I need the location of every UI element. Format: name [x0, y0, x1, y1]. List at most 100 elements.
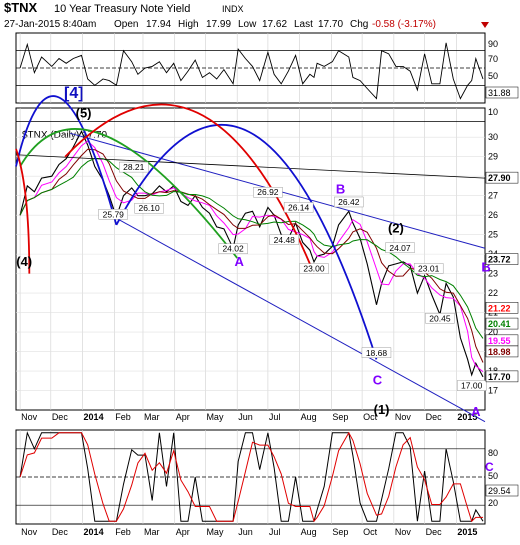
x-tick-label-price-3: Feb [115, 412, 131, 422]
price-label-6: 24.48 [274, 235, 296, 245]
high-value: 17.99 [206, 19, 231, 30]
y-tick-label-10: 20 [488, 327, 498, 337]
cci-tick-20: 20 [488, 498, 498, 508]
right-badge-2: 21.22 [488, 303, 511, 313]
x-tick-label-cci-7: Jun [238, 527, 253, 537]
y-tick-label-7: 23 [488, 269, 498, 279]
chg-label: Chg [350, 19, 368, 30]
y-tick-label-0: 30 [488, 132, 498, 142]
rsi-wave-label: [4] [64, 85, 84, 102]
right-badge-box-5 [485, 345, 519, 358]
price-label-1: 25.79 [103, 209, 125, 219]
price-label-3: 26.92 [257, 187, 279, 197]
low-label: Low [238, 19, 257, 30]
x-tick-label-price-10: Sep [332, 412, 348, 422]
price-label-box-11 [425, 313, 455, 324]
cci-line-d [19, 431, 483, 523]
x-tick-label-price-5: Apr [176, 412, 190, 422]
y-tick-label-8: 22 [488, 288, 498, 298]
wave-label-4: A [235, 254, 245, 269]
x-tick-label-cci-2: 2014 [84, 527, 104, 537]
price-label-7: 24.02 [222, 244, 244, 254]
price-label-box-4 [283, 202, 314, 213]
price-label-box-8 [299, 263, 329, 274]
x-tick-label-price-7: Jun [238, 412, 253, 422]
y-tick-label-5: 25 [488, 230, 498, 240]
x-tick-label-cci-10: Sep [332, 527, 348, 537]
x-tick-label-price-13: Dec [426, 412, 443, 422]
price-label-box-1 [98, 209, 128, 220]
x-tick-label-cci-0: Nov [21, 527, 38, 537]
right-badge-box-0 [485, 171, 519, 184]
x-tick-label-price-6: May [206, 412, 224, 422]
wave-label-0: (5) [76, 106, 92, 121]
rsi-tick-50: 50 [488, 71, 498, 81]
datetime-label: 27-Jan-2015 8:40am [4, 19, 96, 30]
right-badge-6: 17.70 [488, 372, 511, 382]
x-tick-label-price-14: 2015 [457, 412, 477, 422]
open-label: Open [114, 19, 138, 30]
price-label-box-6 [269, 234, 299, 245]
right-badge-0: 27.90 [488, 173, 511, 183]
price-label-box-5 [334, 196, 364, 208]
wave-label-7: B [481, 260, 490, 275]
last-label: Last [294, 19, 313, 30]
right-badge-box-3 [485, 317, 519, 330]
low-value: 17.62 [262, 19, 287, 30]
x-tick-label-cci-11: Oct [363, 527, 378, 537]
right-badge-box-1 [485, 253, 519, 265]
exchange-label: INDX [222, 4, 244, 14]
rsi-last-value: 31.88 [488, 88, 511, 98]
x-tick-label-cci-6: May [206, 527, 224, 537]
symbol-title: $TNX [4, 0, 38, 15]
cci-wave-label: C [485, 460, 494, 474]
price-label-box-10 [413, 263, 444, 274]
y-tick-label-3: 27 [488, 191, 498, 201]
price-label-box-9 [385, 242, 415, 253]
price-label-5: 26.42 [338, 197, 360, 207]
y-tick-label-13: 17 [488, 386, 498, 396]
rsi-tick-70: 70 [488, 54, 498, 64]
right-badge-box-6 [485, 370, 519, 383]
cycle-arc-blue-1 [15, 95, 118, 226]
x-tick-label-cci-14: 2015 [457, 527, 477, 537]
price-label-box-3 [253, 187, 283, 198]
price-label-9: 24.07 [389, 243, 411, 253]
chg-value: -0.58 (-3.17%) [372, 19, 436, 30]
x-tick-label-price-8: Jul [269, 412, 281, 422]
right-badge-5: 18.98 [488, 347, 511, 357]
right-badge-3: 20.41 [488, 319, 511, 329]
x-tick-label-cci-5: Apr [176, 527, 190, 537]
cycle-arc-green [19, 128, 238, 259]
x-tick-label-price-12: Nov [395, 412, 412, 422]
last-value: 17.70 [318, 19, 343, 30]
cycle-arc-red-left [15, 148, 31, 274]
cci-tick-50: 50 [488, 471, 498, 481]
resistance-line [15, 154, 486, 179]
chart-dynamic-layer: Nov Nov Dec Dec 2014 2014 Feb Feb Mar Mar Apr Apr Ma… [15, 33, 519, 537]
price-label-13: 17.00 [461, 381, 483, 391]
right-badge-box-2 [485, 302, 519, 314]
x-tick-label-price-9: Aug [301, 412, 317, 422]
price-label-2: 26.10 [138, 203, 160, 213]
x-tick-label-cci-8: Jul [269, 527, 281, 537]
cci-line-k [19, 431, 484, 522]
y-tick-label-1: 29 [488, 152, 498, 162]
price-legend: $TNX (Daily) 17.70 [22, 130, 107, 141]
open-value: 17.94 [146, 19, 171, 30]
wave-label-8: A [471, 404, 481, 419]
right-badge-1: 23.72 [488, 255, 511, 265]
rsi-tick-10: 10 [488, 107, 498, 117]
series-name: 10 Year Treasury Note Yield [54, 3, 190, 15]
cci-last-badge [485, 484, 519, 497]
x-tick-label-cci-9: Aug [301, 527, 317, 537]
trend-line-lower [114, 216, 486, 423]
price-label-8: 23.00 [303, 264, 325, 274]
price-label-box-0 [119, 161, 149, 173]
price-label-0: 28.21 [123, 162, 145, 172]
wave-label-2: (2) [388, 221, 404, 236]
x-tick-label-cci-4: Mar [144, 527, 160, 537]
price-label-4: 26.14 [288, 202, 310, 212]
price-label-box-7 [218, 243, 248, 254]
